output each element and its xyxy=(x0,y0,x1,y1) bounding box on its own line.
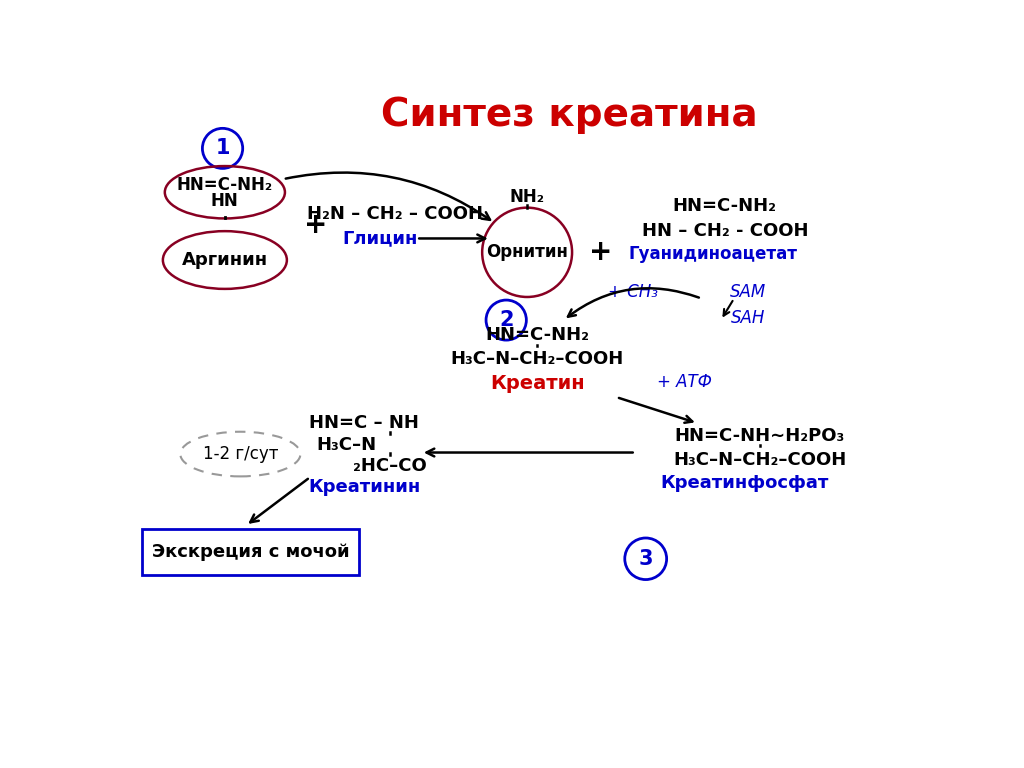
Text: SAH: SAH xyxy=(731,309,765,326)
Text: HN=C-NH₂: HN=C-NH₂ xyxy=(485,326,589,345)
Text: +: + xyxy=(589,238,612,266)
Text: HN – CH₂ - COOH: HN – CH₂ - COOH xyxy=(641,222,808,240)
Text: Экскреция с мочой: Экскреция с мочой xyxy=(152,543,349,561)
FancyBboxPatch shape xyxy=(142,528,359,575)
Text: H₂N – CH₂ – COOH: H₂N – CH₂ – COOH xyxy=(307,205,483,223)
Text: 1-2 г/сут: 1-2 г/сут xyxy=(203,445,279,463)
Text: Гуанидиноацетат: Гуанидиноацетат xyxy=(629,245,798,263)
Text: + CH₃: + CH₃ xyxy=(608,283,658,301)
Text: HN=C-NH₂: HN=C-NH₂ xyxy=(673,197,777,215)
Text: Синтез креатина: Синтез креатина xyxy=(381,96,758,134)
Text: 2: 2 xyxy=(499,310,513,330)
Text: Орнитин: Орнитин xyxy=(486,243,568,261)
Text: Креатинфосфат: Креатинфосфат xyxy=(659,475,828,492)
Text: HN: HN xyxy=(211,192,239,210)
Text: H₃C–N–CH₂–COOH: H₃C–N–CH₂–COOH xyxy=(451,349,624,368)
Text: Креатин: Креатин xyxy=(489,374,585,392)
Text: NH₂: NH₂ xyxy=(510,188,545,206)
Text: Креатинин: Креатинин xyxy=(308,478,421,496)
Text: + АТФ: + АТФ xyxy=(657,372,712,391)
Text: HN=C-NH∼H₂PO₃: HN=C-NH∼H₂PO₃ xyxy=(675,426,845,445)
Text: HN=C-NH₂: HN=C-NH₂ xyxy=(177,177,273,194)
Text: 3: 3 xyxy=(638,549,653,569)
Text: Глицин: Глицин xyxy=(342,230,418,247)
Text: Аргинин: Аргинин xyxy=(182,251,268,269)
Text: SAM: SAM xyxy=(730,283,766,301)
Text: H₃C–N–CH₂–COOH: H₃C–N–CH₂–COOH xyxy=(673,452,846,469)
Text: 1: 1 xyxy=(215,138,229,158)
Text: HN=C – NH: HN=C – NH xyxy=(309,414,419,432)
Text: +: + xyxy=(304,211,328,240)
Text: H₃C–N: H₃C–N xyxy=(316,435,377,454)
Text: ₂HC–CO: ₂HC–CO xyxy=(353,457,427,475)
